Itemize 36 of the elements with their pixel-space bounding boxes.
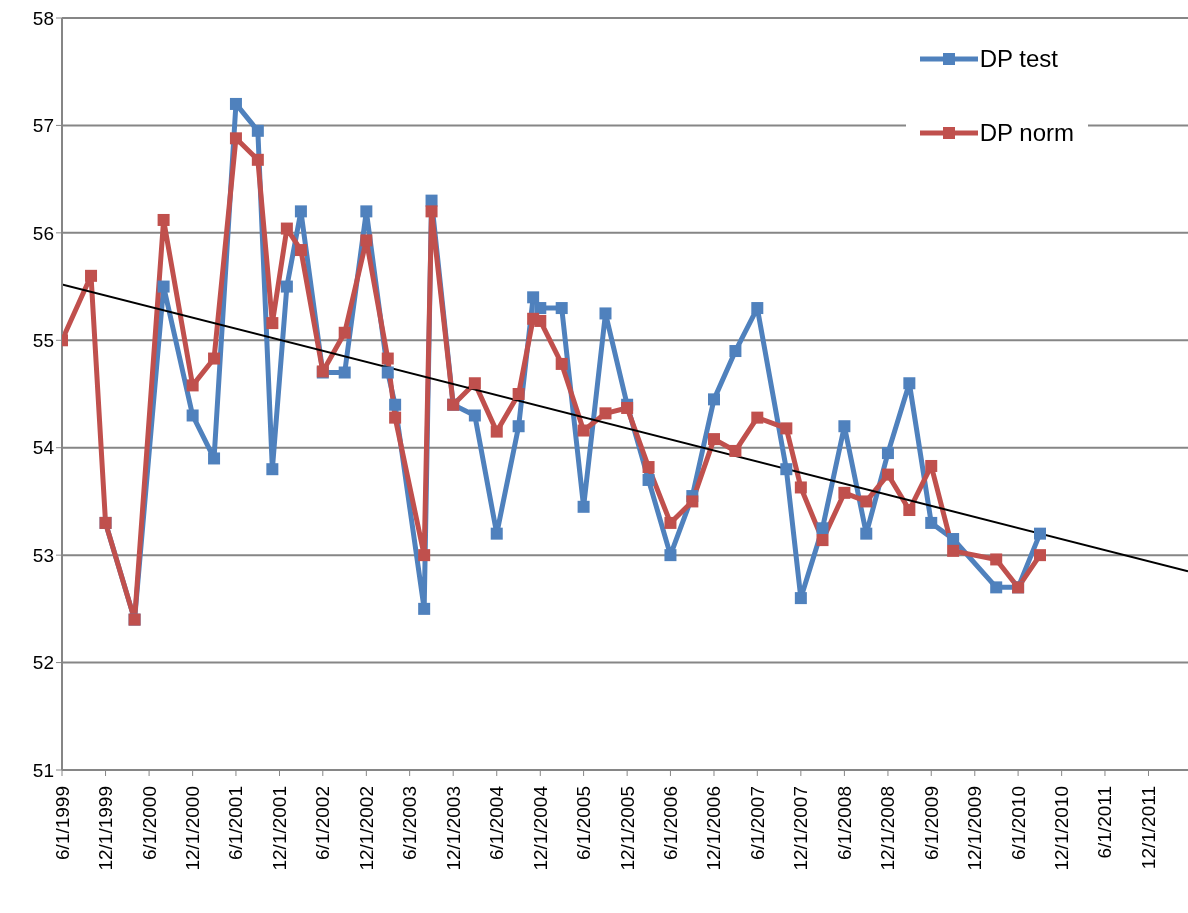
x-tick-label: 12/1/2003: [442, 786, 464, 871]
legend-label: DP test: [979, 45, 1058, 73]
x-tick-label: 6/1/2006: [659, 786, 681, 860]
y-tick-label: 54: [32, 437, 55, 459]
x-tick-label: 12/1/2009: [964, 786, 986, 871]
x-tick-label: 6/1/2010: [1007, 786, 1029, 860]
y-tick-label: 52: [32, 652, 54, 674]
x-tick-label: 12/1/2011: [1138, 786, 1159, 870]
x-tick-label: 6/1/2005: [573, 786, 595, 860]
x-tick-label: 6/1/2003: [399, 786, 421, 860]
y-tick-label: 57: [32, 115, 54, 137]
x-tick-label: 6/1/2002: [312, 786, 334, 860]
x-tick-label: 6/1/2008: [833, 786, 855, 860]
x-tick-label: 12/1/2007: [790, 786, 812, 871]
x-tick-label: 6/1/2009: [920, 786, 942, 860]
x-tick-label: 12/1/2006: [703, 786, 725, 871]
x-tick-label: 6/1/2004: [486, 785, 508, 860]
x-tick-label: 12/1/2010: [1051, 786, 1073, 871]
x-tick-label: 12/1/2001: [268, 786, 290, 871]
y-tick-label: 53: [32, 544, 54, 566]
x-tick-label: 12/1/1999: [95, 786, 117, 871]
x-tick-label: 6/1/2011: [1094, 786, 1116, 859]
x-tick-label: 12/1/2002: [355, 786, 377, 871]
x-tick-label: 12/1/2008: [877, 786, 899, 871]
x-tick-label: 12/1/2005: [616, 786, 638, 871]
x-tick-label: 6/1/2007: [746, 786, 768, 860]
x-tick-label: 6/1/1999: [51, 786, 73, 860]
y-tick-label: 55: [32, 330, 54, 352]
y-tick-label: 51: [32, 759, 54, 781]
y-tick-label: 58: [32, 7, 54, 29]
x-tick-label: 12/1/2000: [182, 786, 204, 871]
y-tick-label: 56: [32, 222, 54, 244]
legend-label: DP norm: [979, 119, 1074, 147]
x-tick-label: 6/1/2001: [225, 786, 247, 860]
x-tick-label: 12/1/2004: [529, 785, 551, 871]
x-tick-label: 6/1/2000: [138, 786, 160, 860]
